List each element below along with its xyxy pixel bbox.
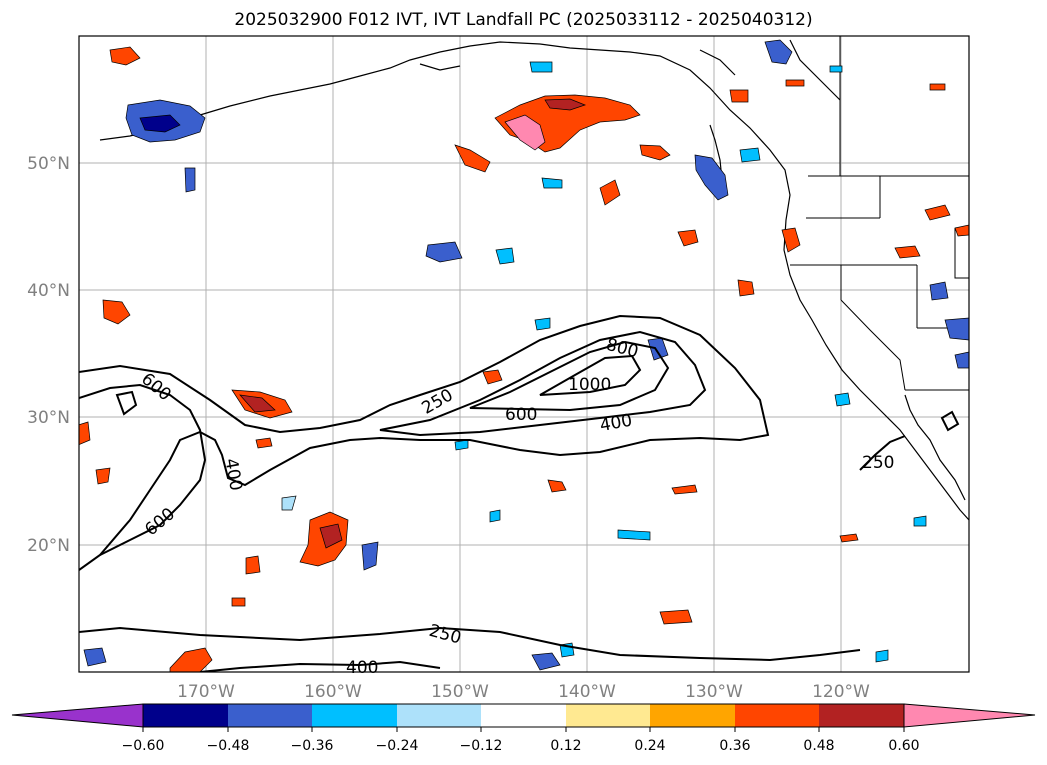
colorbar-tick-label: −0.24 bbox=[376, 738, 419, 754]
colorbar-segment bbox=[481, 704, 566, 727]
colorbar-segment bbox=[228, 704, 312, 727]
colorbar-tick-label: −0.12 bbox=[460, 738, 503, 754]
lon-label: 160°W bbox=[304, 682, 362, 702]
lon-label: 120°W bbox=[812, 682, 870, 702]
political-borders bbox=[790, 36, 969, 391]
lat-label: 30°N bbox=[27, 408, 70, 428]
lon-label: 140°W bbox=[558, 682, 616, 702]
colorbar-segment bbox=[312, 704, 397, 727]
colorbar-outline bbox=[142, 703, 905, 728]
colorbar-tick-label: 0.24 bbox=[634, 738, 665, 754]
colorbar-tick-label: −0.36 bbox=[291, 738, 334, 754]
colorbar-tick-label: 0.36 bbox=[719, 738, 750, 754]
ivt-pc-positive-shading bbox=[79, 46, 969, 672]
colorbar: −0.60 −0.48 −0.36 −0.24 −0.12 0.12 0.24 … bbox=[11, 703, 1036, 754]
map-title: 2025032900 F012 IVT, IVT Landfall PC (20… bbox=[234, 10, 813, 30]
colorbar-tick-label: 0.60 bbox=[888, 738, 919, 754]
colorbar-segment bbox=[650, 704, 735, 727]
map-border bbox=[78, 35, 970, 673]
ivt-pc-negative-shading bbox=[83, 39, 969, 671]
contour-label: 600 bbox=[505, 405, 537, 425]
lat-label: 40°N bbox=[27, 281, 70, 301]
contour-label: 400 bbox=[346, 658, 378, 678]
colorbar-tick-label: 0.48 bbox=[803, 738, 834, 754]
colorbar-segment bbox=[397, 704, 481, 727]
colorbar-segment bbox=[735, 704, 819, 727]
colorbar-extend-low bbox=[11, 703, 144, 728]
colorbar-extend-high bbox=[903, 703, 1036, 728]
colorbar-tick-label: −0.48 bbox=[207, 738, 250, 754]
colorbar-segment bbox=[819, 704, 904, 727]
lat-label: 50°N bbox=[27, 154, 70, 174]
latitude-labels: 50°N 40°N 30°N 20°N bbox=[27, 154, 70, 556]
lon-label: 150°W bbox=[431, 682, 489, 702]
contour-label: 250 bbox=[862, 453, 894, 473]
graticule bbox=[79, 36, 969, 672]
lat-label: 20°N bbox=[27, 536, 70, 556]
longitude-labels: 170°W 160°W 150°W 140°W 130°W 120°W bbox=[177, 682, 870, 702]
contour-label: 1000 bbox=[568, 375, 611, 395]
lon-label: 170°W bbox=[177, 682, 235, 702]
colorbar-tick-label: −0.60 bbox=[122, 738, 165, 754]
ivt-contours bbox=[79, 314, 960, 672]
colorbar-tick-label: 0.12 bbox=[550, 738, 581, 754]
colorbar-segment bbox=[566, 704, 650, 727]
lon-label: 130°W bbox=[685, 682, 743, 702]
colorbar-segment bbox=[143, 704, 228, 727]
